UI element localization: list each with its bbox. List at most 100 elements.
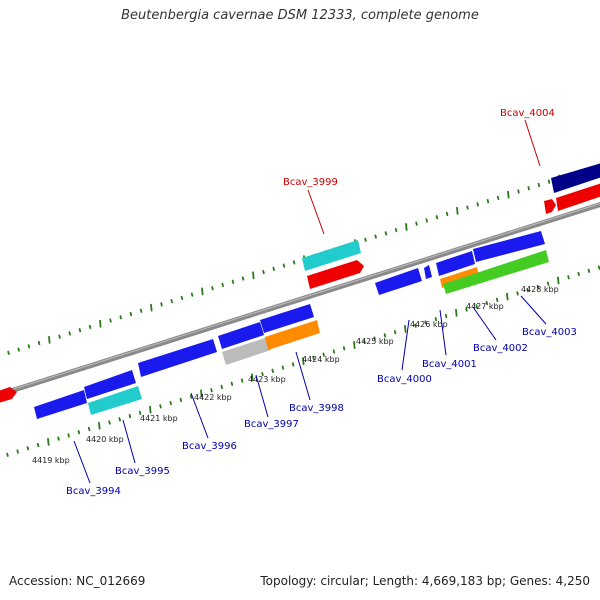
outer-track-tick	[17, 347, 20, 352]
inner-track-tick	[118, 417, 121, 422]
outer-track-tick	[405, 223, 408, 231]
reverse-features	[34, 231, 549, 419]
forward-features	[0, 163, 600, 403]
outer-track-tick	[415, 221, 418, 226]
gene-label-bcav-3995[interactable]: Bcav_3995	[115, 466, 170, 477]
gene-label-bcav-4000[interactable]: Bcav_4000	[377, 374, 432, 385]
outer-track-tick	[109, 318, 112, 323]
outer-track-tick	[374, 234, 377, 239]
feature-bcav-4004-cds	[556, 183, 600, 211]
inner-track-tick	[261, 371, 264, 377]
gene-label-bcav-3996[interactable]: Bcav_3996	[182, 441, 237, 452]
outer-track-tick	[119, 315, 122, 320]
outer-tick-track	[7, 163, 600, 355]
gene-label-bcav-4004[interactable]: Bcav_4004	[500, 108, 555, 119]
outer-track-tick	[364, 237, 367, 242]
inner-track-tick	[332, 349, 336, 354]
gene-label-bcav-3994[interactable]: Bcav_3994	[66, 486, 121, 497]
outer-track-tick	[27, 344, 31, 349]
genome-backbone-highlight	[0, 203, 600, 394]
outer-track-tick	[7, 350, 10, 355]
gene-label-bcav-4001[interactable]: Bcav_4001	[422, 359, 477, 370]
feature-bcav-3994	[34, 390, 87, 419]
outer-track-tick	[496, 195, 500, 200]
gene-leader-bcav-4004	[524, 119, 541, 167]
inner-track-tick	[434, 317, 438, 322]
gene-leader-bcav-3998	[295, 351, 311, 401]
gene-leader-bcav-4003	[520, 295, 547, 325]
inner-track-tick	[16, 449, 19, 454]
inner-track-tick	[536, 284, 540, 290]
outer-track-tick	[435, 215, 439, 220]
inner-track-tick	[546, 281, 550, 286]
inner-track-tick	[36, 442, 40, 448]
inner-track-tick	[281, 365, 285, 370]
inner-track-tick	[312, 355, 315, 361]
outer-track-tick	[160, 302, 163, 307]
outer-track-tick	[507, 190, 510, 199]
feature-bcav-4003-a	[473, 231, 545, 262]
feature-bcav-3995-b	[88, 386, 142, 415]
inner-track-tick	[26, 446, 30, 451]
inner-track-tick	[475, 304, 478, 309]
inner-track-tick	[200, 389, 203, 398]
outer-track-tick	[292, 260, 296, 265]
inner-track-tick	[363, 339, 366, 344]
inner-track-tick	[577, 271, 580, 277]
inner-track-tick	[149, 405, 152, 414]
inner-track-tick	[6, 452, 9, 457]
inner-track-tick	[383, 333, 387, 338]
inner-track-tick	[424, 320, 427, 325]
outer-track-tick	[58, 334, 61, 339]
gene-label-bcav-3997[interactable]: Bcav_3997	[244, 419, 299, 430]
inner-track-tick	[57, 436, 60, 441]
inner-track-tick	[77, 430, 81, 435]
kbp-label: 4420 kbp	[86, 435, 124, 444]
inner-track-tick	[240, 378, 244, 383]
feature-left-red	[0, 387, 17, 403]
inner-track-tick	[159, 404, 162, 409]
map-title: Beutenbergia cavernae DSM 12333, complet…	[121, 8, 479, 23]
outer-track-tick	[394, 228, 398, 233]
outer-track-tick	[537, 182, 541, 188]
outer-track-tick	[78, 328, 82, 333]
feature-bcav-3998-a	[260, 304, 314, 333]
outer-track-tick	[150, 303, 153, 312]
feature-bcav-4004-dark	[551, 163, 600, 193]
kbp-label: 4426 kbp	[410, 320, 448, 329]
kbp-label: 4425 kbp	[356, 337, 394, 346]
kbp-label: 4422 kbp	[194, 393, 232, 402]
outer-track-tick	[282, 263, 286, 268]
feature-bcav-3995-a	[84, 370, 136, 399]
feature-bcav-3997-b	[222, 337, 271, 365]
outer-track-tick	[517, 189, 520, 194]
inner-track-tick	[179, 397, 183, 403]
kbp-label: 4421 kbp	[140, 414, 178, 423]
outer-track-tick	[547, 179, 551, 184]
gene-leader-bcav-4002	[472, 306, 497, 341]
inner-track-tick	[47, 437, 50, 446]
outer-track-tick	[456, 206, 459, 215]
feature-bcav-3996	[138, 339, 217, 377]
inner-track-tick	[342, 346, 346, 351]
kbp-scale-labels: 4419 kbp 4420 kbp 4421 kbp 4422 kbp 4423 kbp…	[32, 285, 559, 465]
outer-track-tick	[99, 319, 102, 328]
outer-track-tick	[527, 186, 530, 191]
inner-track-tick	[98, 421, 101, 430]
gene-label-bcav-3999[interactable]: Bcav_3999	[283, 177, 338, 188]
gene-label-bcav-4003[interactable]: Bcav_4003	[522, 327, 577, 338]
feature-bcav-4003-b	[443, 250, 549, 294]
gene-label-bcav-4002[interactable]: Bcav_4002	[473, 343, 528, 354]
feature-bcav-4002-a	[436, 251, 475, 276]
inner-track-tick	[465, 307, 468, 312]
gene-leader-bcav-3995	[122, 419, 136, 464]
gene-leader-bcav-4001	[439, 309, 447, 356]
inner-track-tick	[373, 336, 376, 341]
inner-track-tick	[210, 388, 213, 393]
inner-track-tick	[526, 288, 529, 293]
outer-track-tick	[445, 211, 449, 217]
genome-backbone	[0, 201, 600, 398]
gene-label-bcav-3998[interactable]: Bcav_3998	[289, 403, 344, 414]
kbp-label: 4419 kbp	[32, 456, 70, 465]
